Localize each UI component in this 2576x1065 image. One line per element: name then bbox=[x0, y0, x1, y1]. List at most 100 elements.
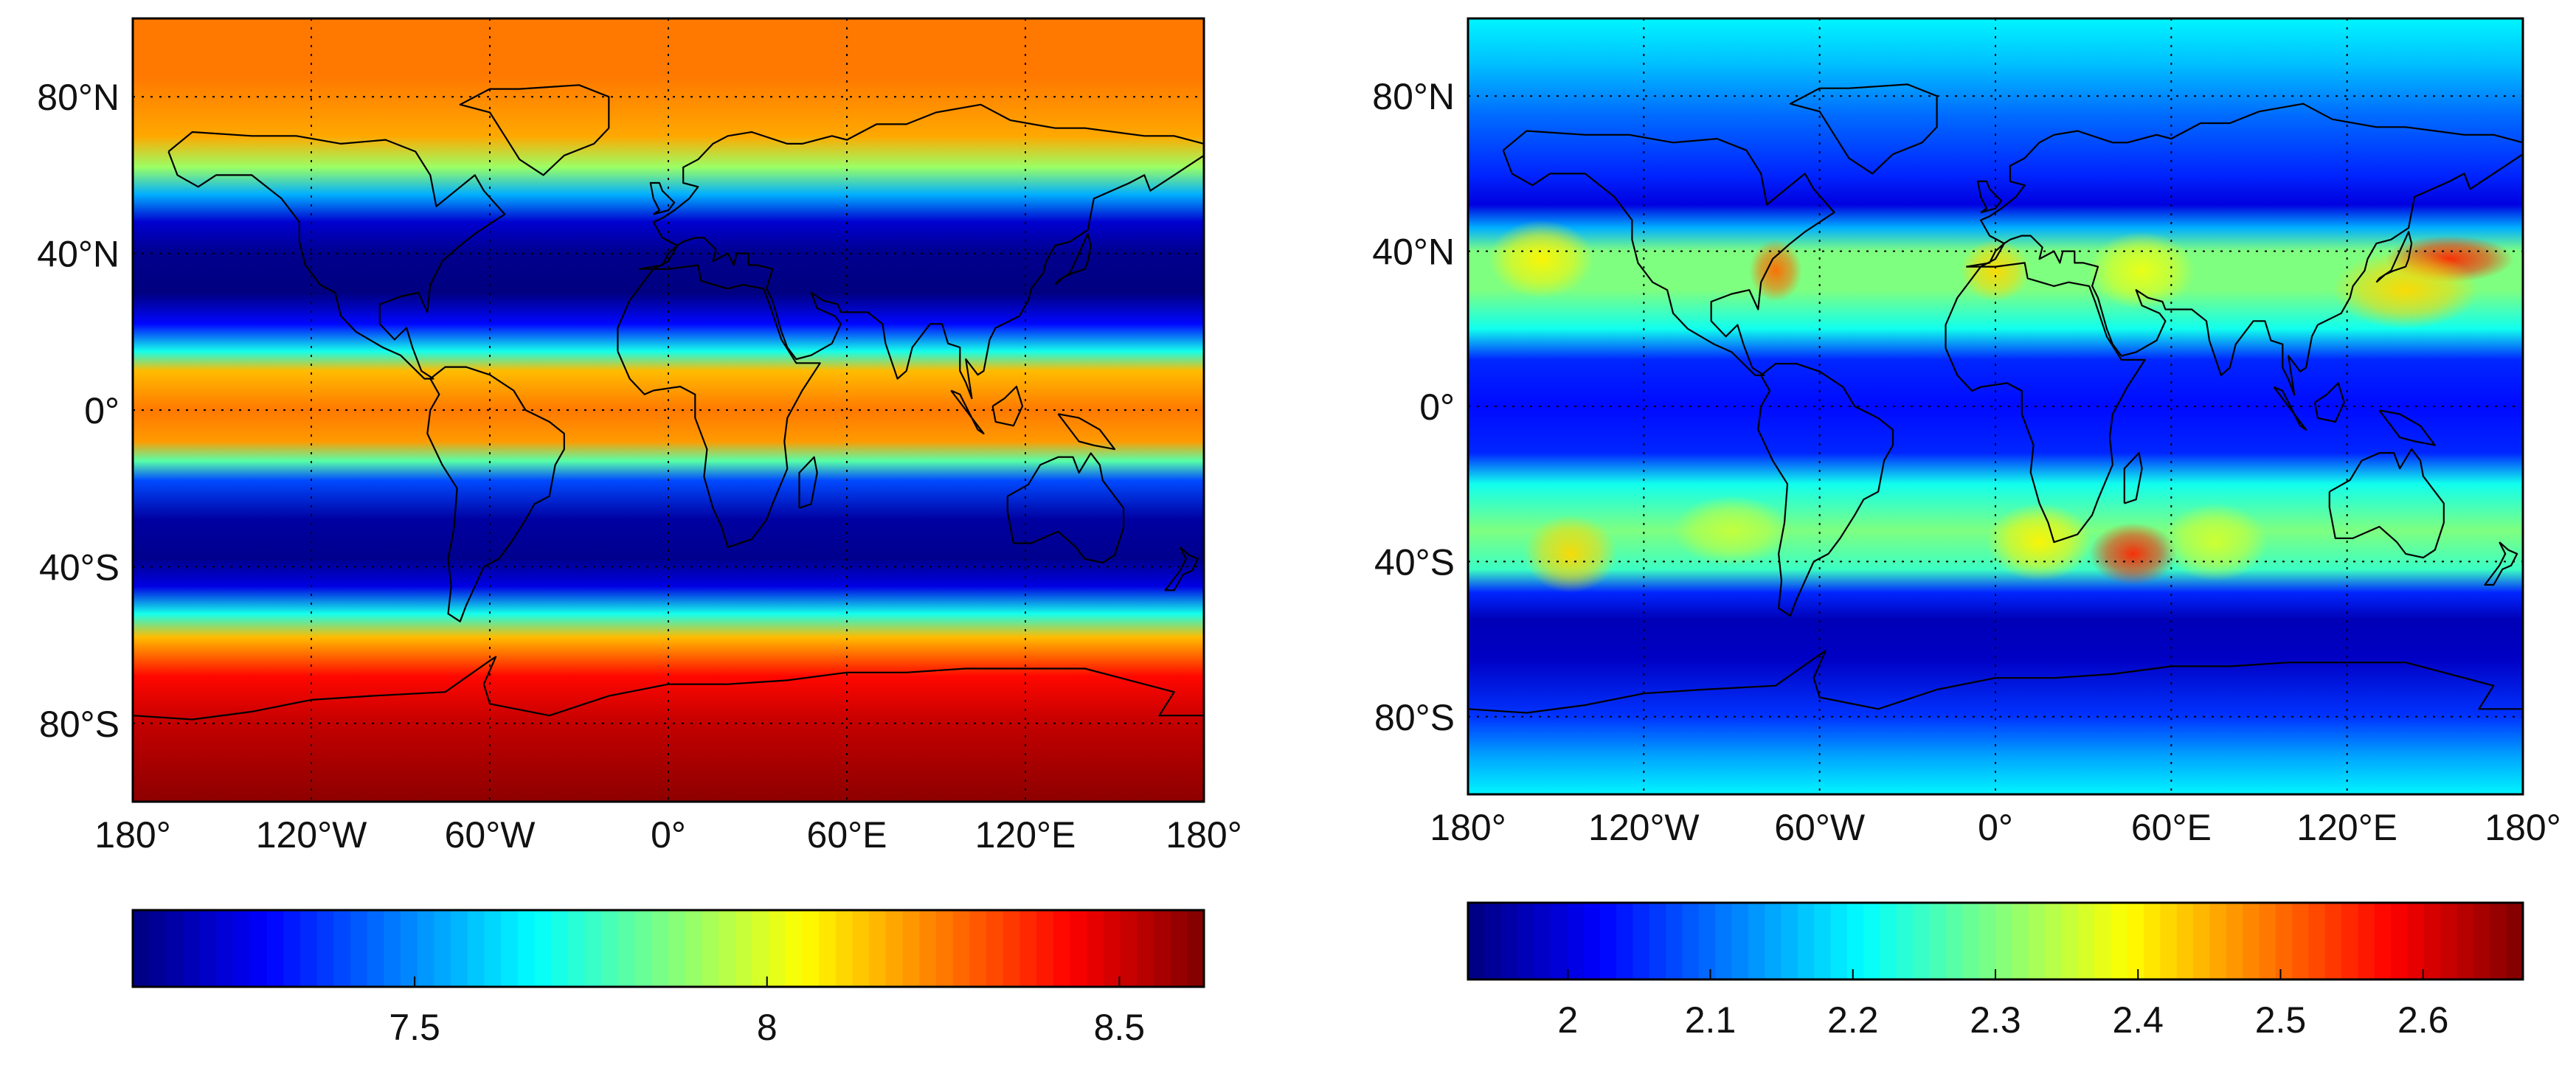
left-colorbar-step bbox=[517, 910, 536, 987]
right-lat-tick-labels: 80°N 40°N 0° 40°S 80°S bbox=[1372, 76, 1455, 738]
right-colorbar-step bbox=[1649, 903, 1667, 979]
left-colorbar-step bbox=[986, 910, 1004, 987]
left-colorbar-step bbox=[735, 910, 753, 987]
right-colorbar-step bbox=[2407, 903, 2425, 979]
right-hotspot bbox=[2089, 522, 2178, 585]
left-colorbar-step bbox=[1187, 910, 1205, 987]
left-coastline bbox=[649, 181, 676, 215]
left-colorbar-step bbox=[952, 910, 971, 987]
left-colorbar-step bbox=[417, 910, 435, 987]
left-colorbar-step bbox=[1170, 910, 1188, 987]
right-hotspot bbox=[2162, 503, 2268, 581]
right-colorbar-step bbox=[1715, 903, 1733, 979]
right-colorbar-step bbox=[2456, 903, 2474, 979]
left-continent-outlines bbox=[132, 84, 1205, 721]
right-colorbar bbox=[1468, 903, 2524, 979]
left-colorbar-step bbox=[1003, 910, 1021, 987]
left-coastline bbox=[638, 103, 1205, 400]
right-map-panel: 80°N 40°N 0° 40°S 80°S 180° 120°W 60°W 0… bbox=[1372, 17, 2561, 1041]
right-colorbar-step bbox=[1797, 903, 1815, 979]
right-colorbar-step bbox=[1880, 903, 1897, 979]
right-colorbar-step bbox=[2308, 903, 2326, 979]
left-colorbar-step bbox=[752, 910, 770, 987]
left-colorbar-step bbox=[719, 910, 736, 987]
right-colorbar-step bbox=[1468, 903, 1486, 979]
right-colorbar-step bbox=[2374, 903, 2392, 979]
right-colorbar-step bbox=[2440, 903, 2458, 979]
left-coastline bbox=[1006, 452, 1125, 564]
left-colorbar-step bbox=[350, 910, 368, 987]
left-colorbar-step bbox=[885, 910, 904, 987]
right-colorbar-step bbox=[2490, 903, 2507, 979]
right-colorbar-step bbox=[1517, 903, 1535, 979]
right-colorbar-step bbox=[1863, 903, 1881, 979]
right-lat-label: 40°N bbox=[1372, 232, 1455, 273]
left-colorbar-step bbox=[1120, 910, 1138, 987]
right-coastline bbox=[1977, 180, 2002, 214]
left-colorbar-step bbox=[702, 910, 720, 987]
right-colorbar-step bbox=[2061, 903, 2079, 979]
left-lon-tick-labels: 180° 120°W 60°W 0° 60°E 120°E 180° bbox=[94, 814, 1242, 856]
left-colorbar-step bbox=[434, 910, 452, 987]
left-lat-tick-labels: 80°N 40°N 0° 40°S 80°S bbox=[37, 77, 120, 745]
left-colorbar-step bbox=[936, 910, 954, 987]
right-colorbar-step bbox=[1484, 903, 1502, 979]
left-colorbar-step bbox=[852, 910, 870, 987]
right-lon-label: 180° bbox=[1430, 807, 1506, 848]
right-colorbar-step bbox=[2160, 903, 2178, 979]
left-colorbar-step bbox=[567, 910, 586, 987]
right-coastline bbox=[1966, 103, 2524, 396]
right-colorbar-step bbox=[1962, 903, 1980, 979]
left-colorbar-label: 8 bbox=[757, 1007, 778, 1048]
right-lat-label: 0° bbox=[1419, 386, 1455, 428]
right-colorbar-step bbox=[2324, 903, 2343, 979]
right-colorbar-step bbox=[1765, 903, 1782, 979]
right-colorbar-label: 2.5 bbox=[2255, 999, 2307, 1041]
left-colorbar-step bbox=[601, 910, 619, 987]
left-colorbar-step bbox=[216, 910, 235, 987]
left-colorbar-step bbox=[785, 910, 803, 987]
left-colorbar-step bbox=[1137, 910, 1154, 987]
left-colorbar-tick-labels: 7.5 8 8.5 bbox=[389, 1007, 1145, 1048]
right-colorbar-step bbox=[2094, 903, 2112, 979]
right-lon-label: 60°W bbox=[1774, 807, 1866, 848]
left-colorbar-step bbox=[266, 910, 285, 987]
right-colorbar-label: 2.4 bbox=[2112, 999, 2164, 1041]
left-colorbar-step bbox=[551, 910, 569, 987]
right-coastline bbox=[1789, 83, 1938, 175]
right-lat-label: 80°S bbox=[1374, 697, 1455, 738]
left-lon-label: 60°W bbox=[445, 814, 536, 856]
right-colorbar-step bbox=[1616, 903, 1634, 979]
left-colorbar-step bbox=[149, 910, 167, 987]
left-colorbar-step bbox=[902, 910, 921, 987]
right-hotspot bbox=[1673, 495, 1790, 566]
right-colorbar-label: 2.2 bbox=[1827, 999, 1879, 1041]
right-colorbar-step bbox=[1978, 903, 1996, 979]
left-colorbar-step bbox=[467, 910, 485, 987]
right-coastline bbox=[1757, 363, 1894, 617]
right-coastline bbox=[2328, 448, 2445, 559]
left-coastline bbox=[1164, 547, 1199, 592]
left-colorbar-step bbox=[484, 910, 502, 987]
left-lon-label: 0° bbox=[651, 814, 686, 856]
right-lon-label: 120°W bbox=[1588, 807, 1700, 848]
right-colorbar-step bbox=[1550, 903, 1568, 979]
right-colorbar-step bbox=[1583, 903, 1601, 979]
left-colorbar-step bbox=[1070, 910, 1088, 987]
left-colorbar-step bbox=[333, 910, 351, 987]
right-colorbar-step bbox=[1567, 903, 1585, 979]
right-coastline bbox=[2375, 231, 2413, 283]
right-colorbar-step bbox=[1534, 903, 1551, 979]
left-coastline bbox=[1054, 233, 1092, 285]
left-colorbar-step bbox=[1103, 910, 1121, 987]
left-colorbar-step bbox=[1036, 910, 1054, 987]
left-lon-label: 180° bbox=[1166, 814, 1242, 856]
left-lon-label: 120°W bbox=[256, 814, 367, 856]
right-colorbar-step bbox=[2243, 903, 2260, 979]
left-colorbar-step bbox=[819, 910, 837, 987]
left-lon-label: 60°E bbox=[807, 814, 887, 856]
left-lat-label: 40°S bbox=[39, 547, 120, 588]
right-colorbar-step bbox=[1830, 903, 1848, 979]
right-hotspot bbox=[2332, 251, 2479, 329]
